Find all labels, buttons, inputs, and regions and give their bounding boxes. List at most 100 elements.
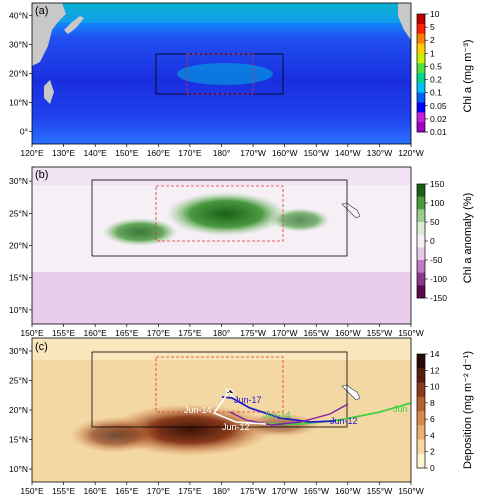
colorbar-segment xyxy=(417,33,425,44)
panel-a-america xyxy=(398,3,411,40)
panel-b-label: (b) xyxy=(35,169,48,181)
colorbar-segment xyxy=(417,222,425,235)
panel-c-box-red xyxy=(155,356,284,413)
trajectory-label-jun-green: Jun xyxy=(393,404,408,414)
x-tick-label: 175°E xyxy=(178,328,202,338)
x-tick-label: 180° xyxy=(213,486,231,496)
colorbar-tick-label: 1 xyxy=(430,48,435,58)
colorbar-tick-label: -100 xyxy=(430,274,447,284)
colorbar-tick-label: 100 xyxy=(430,198,444,208)
panel-c-trajectory-start-marker xyxy=(225,388,235,398)
x-tick-label: 155°W xyxy=(367,486,393,496)
panel-c-colorbar: 14 12 10 8 6 4 2 0 xyxy=(416,349,440,473)
panel-a: (a) 120°E 130°E 140°E 150°E 160°E 170°E 180° 17… xyxy=(9,2,474,158)
x-tick-label: 155°E xyxy=(52,328,76,338)
panel-b-box-black xyxy=(91,179,348,257)
colorbar-segment xyxy=(417,82,425,93)
colorbar-segment xyxy=(417,209,425,223)
colorbar-segment xyxy=(417,92,425,103)
panel-b-south-band xyxy=(32,272,411,324)
colorbar-tick-label: 0.02 xyxy=(430,114,447,124)
colorbar-frame xyxy=(416,353,426,469)
colorbar-tick-label: 0.05 xyxy=(430,101,447,111)
panel-a-bloom xyxy=(177,63,273,85)
panel-c-trajectory-green xyxy=(270,402,412,425)
colorbar-tick-label: -50 xyxy=(430,255,443,265)
panel-b: (b) 150°E 155°E 160°E 165°E 170°E 175°E 180° 17… xyxy=(9,166,474,338)
x-tick-label: 165°E xyxy=(115,328,139,338)
panel-b-box-red xyxy=(155,185,284,242)
y-tick-label: 10°N xyxy=(9,97,28,107)
x-tick-label: 160°W xyxy=(335,328,361,338)
panel-b-bloom-core xyxy=(166,192,286,236)
x-tick-label: 120°E xyxy=(20,148,44,158)
colorbar-segment xyxy=(417,43,425,54)
panel-c-label: (c) xyxy=(35,341,48,353)
x-tick-label: 130°W xyxy=(367,148,393,158)
colorbar-tick-label: 0.5 xyxy=(430,61,442,71)
colorbar-tick-label: 2 xyxy=(430,35,435,45)
x-tick-label: 170°W xyxy=(240,148,266,158)
panel-b-colorbar-label: Chl a anomaly (%) xyxy=(462,193,474,283)
colorbar-tick-label: 2 xyxy=(430,447,435,457)
x-tick-label: 150°W xyxy=(398,486,424,496)
panel-c-trajectory-blue xyxy=(221,396,337,423)
trajectory-label-jun-14-green: Jun-14 xyxy=(263,410,291,420)
x-tick-label: 165°W xyxy=(303,486,329,496)
x-tick-label: 170°E xyxy=(178,148,202,158)
x-tick-label: 180° xyxy=(213,148,231,158)
y-tick-label: 40°N xyxy=(9,11,28,21)
colorbar-segment xyxy=(417,53,425,64)
panel-b-bloom-east xyxy=(270,208,330,232)
colorbar-segment xyxy=(417,396,425,412)
panel-c-x-ticks: 150°E 155°E 160°E 165°E 170°E 175°E 180° 175°W 1… xyxy=(20,482,424,496)
colorbar-segment xyxy=(417,272,425,286)
y-tick-label: 15°N xyxy=(9,435,28,445)
x-tick-label: 170°E xyxy=(147,486,171,496)
x-tick-label: 150°E xyxy=(115,148,139,158)
colorbar-tick-label: 0 xyxy=(430,236,435,246)
colorbar-segment xyxy=(417,234,425,248)
colorbar-segment xyxy=(417,439,425,455)
panel-c: Jun-17 Jun-14 Jun-14 Jun-12 Jun-12 Jun (… xyxy=(9,337,474,496)
colorbar-segment xyxy=(417,184,425,197)
x-tick-label: 120°W xyxy=(398,148,424,158)
panel-a-japan xyxy=(64,16,84,34)
y-tick-label: 20°N xyxy=(9,241,28,251)
panel-c-colorbar-label: Deposition (mg m⁻² d⁻¹) xyxy=(462,351,474,469)
colorbar-segment xyxy=(417,382,425,398)
colorbar-segment xyxy=(417,368,425,383)
x-tick-label: 165°W xyxy=(303,328,329,338)
x-tick-label: 175°W xyxy=(240,486,266,496)
x-tick-label: 165°E xyxy=(115,486,139,496)
colorbar-segment xyxy=(417,247,425,261)
y-tick-label: 10°N xyxy=(9,464,28,474)
colorbar-tick-label: 10 xyxy=(430,9,440,19)
y-tick-label: 25°N xyxy=(9,375,28,385)
y-tick-label: 30°N xyxy=(9,40,28,50)
colorbar-segment xyxy=(417,285,425,299)
colorbar-tick-label: 0.1 xyxy=(430,88,442,98)
panel-c-hawaii xyxy=(341,384,361,401)
panel-a-colorbar-label: Chl a (mg m⁻³) xyxy=(462,39,474,112)
y-tick-label: 15°N xyxy=(9,273,28,283)
x-tick-label: 150°E xyxy=(20,486,44,496)
panel-a-colorbar: 10 5 2 1 0.5 0.2 0.1 0.05 0.02 0.01 xyxy=(416,9,447,137)
colorbar-tick-label: 14 xyxy=(430,349,440,359)
y-tick-label: 30°N xyxy=(9,346,28,356)
colorbar-tick-label: 12 xyxy=(430,365,440,375)
x-tick-label: 160°W xyxy=(272,148,298,158)
x-tick-label: 170°E xyxy=(147,328,171,338)
panel-c-deposition-west xyxy=(70,417,160,453)
trajectory-label-jun-14-white: Jun-14 xyxy=(184,405,212,415)
x-tick-label: 170°W xyxy=(272,328,298,338)
colorbar-segment xyxy=(417,453,425,469)
y-tick-label: 10°N xyxy=(9,305,28,315)
panel-b-y-ticks: 10°N 15°N 20°N 25°N 30°N xyxy=(9,176,32,315)
colorbar-tick-label: 50 xyxy=(430,217,440,227)
x-tick-label: 180° xyxy=(213,328,231,338)
panel-b-north-band xyxy=(32,167,411,185)
panel-a-philippines xyxy=(44,80,54,104)
panel-a-box-red xyxy=(186,53,254,95)
x-tick-label: 155°W xyxy=(367,328,393,338)
